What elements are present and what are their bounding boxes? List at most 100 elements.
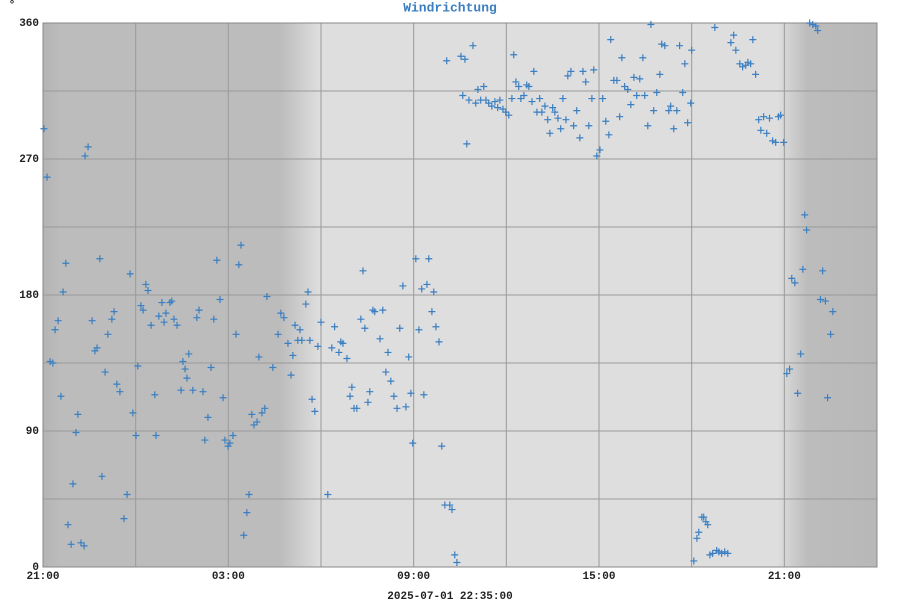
point bbox=[465, 96, 473, 104]
point bbox=[64, 521, 72, 529]
point bbox=[538, 108, 546, 116]
point bbox=[559, 95, 567, 103]
point bbox=[343, 354, 351, 362]
point bbox=[324, 490, 332, 498]
point bbox=[695, 528, 703, 536]
point bbox=[510, 51, 518, 59]
point bbox=[420, 391, 428, 399]
point bbox=[274, 330, 282, 338]
point bbox=[769, 137, 777, 145]
point bbox=[185, 350, 193, 358]
point bbox=[777, 111, 785, 119]
point bbox=[96, 255, 104, 263]
point bbox=[311, 407, 319, 415]
x-tick-label: 15:00 bbox=[582, 571, 615, 583]
point bbox=[794, 389, 802, 397]
point bbox=[718, 549, 726, 557]
point bbox=[393, 404, 401, 412]
point bbox=[54, 317, 62, 325]
point bbox=[151, 391, 159, 399]
point bbox=[469, 42, 477, 50]
point bbox=[633, 92, 641, 100]
point bbox=[647, 21, 655, 29]
point bbox=[667, 102, 675, 110]
point bbox=[639, 54, 647, 62]
point bbox=[653, 89, 661, 97]
y-tick-label: 90 bbox=[26, 426, 39, 438]
point bbox=[390, 392, 398, 400]
point bbox=[405, 353, 413, 361]
point bbox=[250, 421, 258, 429]
point bbox=[298, 336, 306, 344]
point bbox=[739, 63, 747, 71]
point bbox=[317, 318, 325, 326]
x-tick-label: 21:00 bbox=[26, 571, 59, 583]
point bbox=[624, 85, 632, 93]
point bbox=[210, 315, 218, 323]
point bbox=[829, 308, 837, 316]
point bbox=[557, 125, 565, 133]
point bbox=[396, 324, 404, 332]
point bbox=[755, 116, 763, 124]
point bbox=[237, 241, 245, 249]
point bbox=[749, 36, 757, 44]
point bbox=[435, 338, 443, 346]
point bbox=[816, 296, 824, 304]
point bbox=[43, 173, 51, 181]
point bbox=[255, 353, 263, 361]
point bbox=[407, 389, 415, 397]
point bbox=[512, 78, 520, 86]
point bbox=[824, 394, 832, 402]
point bbox=[280, 314, 288, 322]
point bbox=[40, 125, 48, 133]
point bbox=[359, 267, 367, 275]
point bbox=[788, 274, 796, 282]
point bbox=[515, 82, 523, 90]
point bbox=[819, 267, 827, 275]
point bbox=[170, 315, 178, 323]
point bbox=[772, 138, 780, 146]
point bbox=[339, 339, 347, 347]
point bbox=[69, 480, 77, 488]
point bbox=[658, 40, 666, 48]
point bbox=[579, 67, 587, 75]
point bbox=[179, 357, 187, 365]
point bbox=[551, 108, 559, 116]
point bbox=[544, 116, 552, 124]
point bbox=[812, 22, 820, 30]
point bbox=[346, 392, 354, 400]
point bbox=[126, 270, 134, 278]
point bbox=[219, 394, 227, 402]
point bbox=[306, 336, 314, 344]
point bbox=[93, 344, 101, 352]
point bbox=[248, 410, 256, 418]
point bbox=[732, 46, 740, 54]
point bbox=[304, 288, 312, 296]
point bbox=[661, 42, 669, 50]
point bbox=[423, 280, 431, 288]
point bbox=[139, 306, 147, 314]
point bbox=[425, 255, 433, 263]
point bbox=[418, 285, 426, 293]
point bbox=[258, 409, 266, 417]
point bbox=[353, 404, 361, 412]
point bbox=[747, 60, 755, 68]
point bbox=[520, 92, 528, 100]
point bbox=[562, 116, 570, 124]
point bbox=[189, 386, 197, 394]
point bbox=[480, 82, 488, 90]
point bbox=[517, 95, 525, 103]
point bbox=[763, 129, 771, 137]
point bbox=[508, 95, 516, 103]
point bbox=[123, 490, 131, 498]
point bbox=[113, 380, 121, 388]
point bbox=[428, 308, 436, 316]
point bbox=[108, 315, 116, 323]
point bbox=[585, 122, 593, 130]
point bbox=[235, 261, 243, 269]
point bbox=[193, 314, 201, 322]
point bbox=[364, 398, 372, 406]
point bbox=[636, 75, 644, 83]
point bbox=[752, 70, 760, 78]
